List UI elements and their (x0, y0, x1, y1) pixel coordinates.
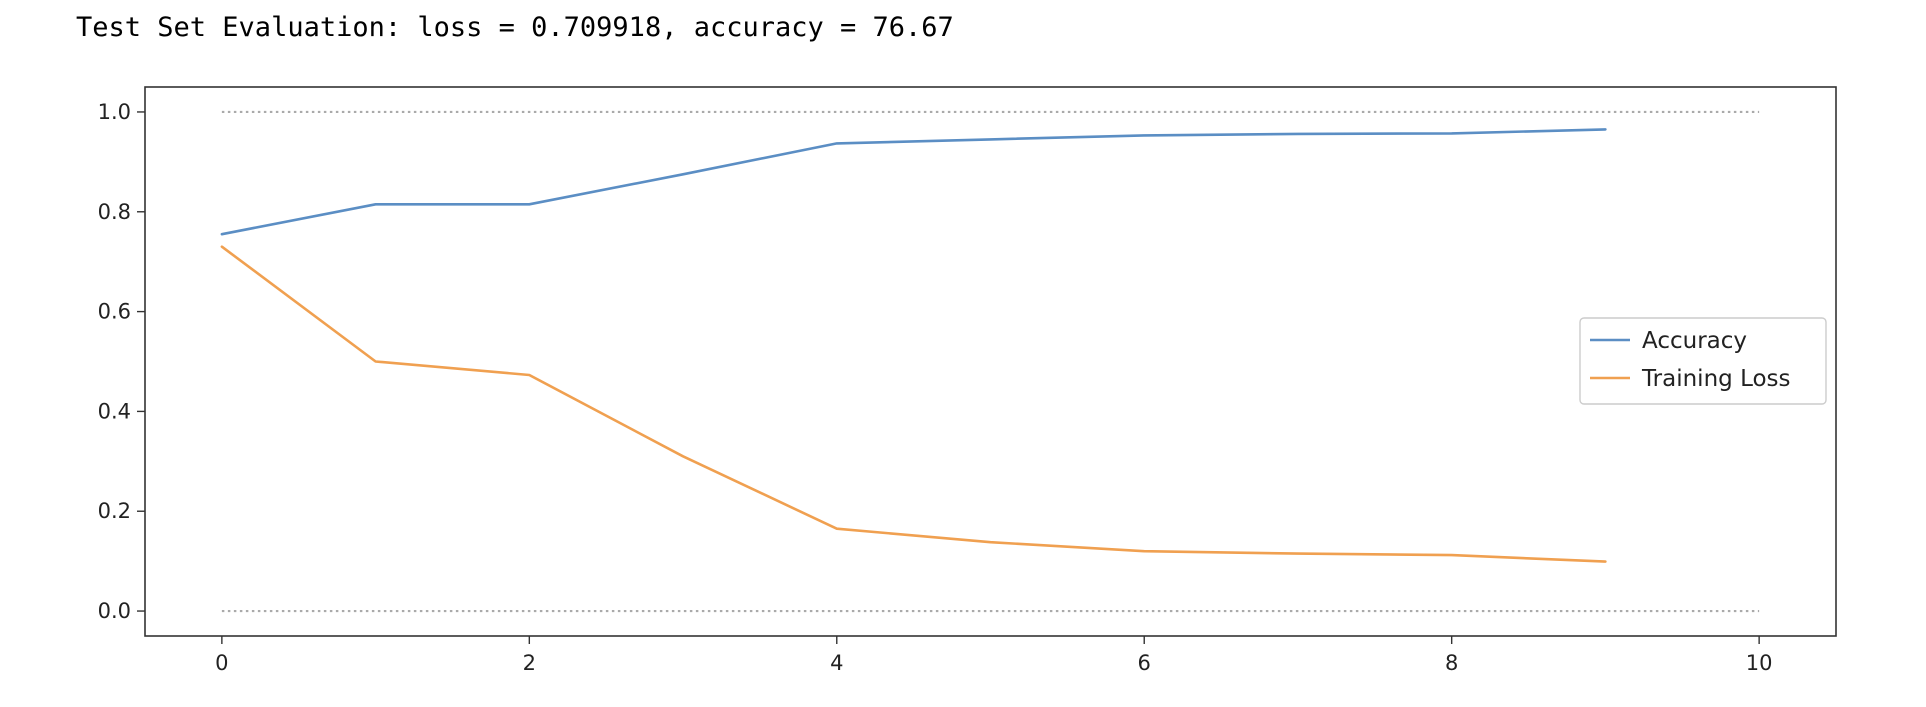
y-tick-label: 1.0 (98, 100, 131, 124)
x-tick-label: 10 (1746, 651, 1773, 675)
x-tick-label: 4 (830, 651, 843, 675)
x-tick-label: 2 (523, 651, 536, 675)
legend-label-accuracy: Accuracy (1642, 328, 1747, 354)
x-axis: 0 2 4 6 8 10 (215, 636, 1773, 675)
series-line-accuracy (220, 128, 1607, 236)
y-tick-label: 0.6 (98, 300, 131, 324)
x-tick-label: 8 (1445, 651, 1458, 675)
series-lines (220, 128, 1607, 563)
legend: Accuracy Training Loss (1579, 317, 1827, 405)
legend-box (1579, 317, 1827, 405)
evaluation-output-text: Test Set Evaluation: loss = 0.709918, ac… (76, 12, 954, 43)
legend-label-training-loss: Training Loss (1641, 366, 1791, 392)
y-tick-label: 0.0 (98, 599, 131, 623)
y-tick-label: 0.4 (98, 399, 131, 423)
y-tick-label: 0.2 (98, 499, 131, 523)
series-line-training-loss (220, 245, 1607, 563)
y-tick-label: 0.8 (98, 200, 131, 224)
x-tick-label: 0 (215, 651, 228, 675)
reference-lines (221, 110, 1760, 613)
y-axis: 0.0 0.2 0.4 0.6 0.8 1.0 (98, 100, 145, 623)
x-tick-label: 6 (1138, 651, 1151, 675)
axes-frame (144, 86, 1837, 637)
